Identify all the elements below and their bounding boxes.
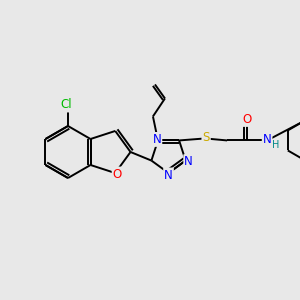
Text: O: O [242, 113, 252, 126]
Text: O: O [112, 167, 122, 181]
Text: S: S [202, 131, 210, 144]
Text: N: N [153, 133, 161, 146]
Text: N: N [263, 133, 272, 146]
Text: N: N [184, 155, 193, 168]
Text: N: N [164, 169, 173, 182]
Text: Cl: Cl [60, 98, 72, 112]
Text: H: H [272, 140, 280, 150]
